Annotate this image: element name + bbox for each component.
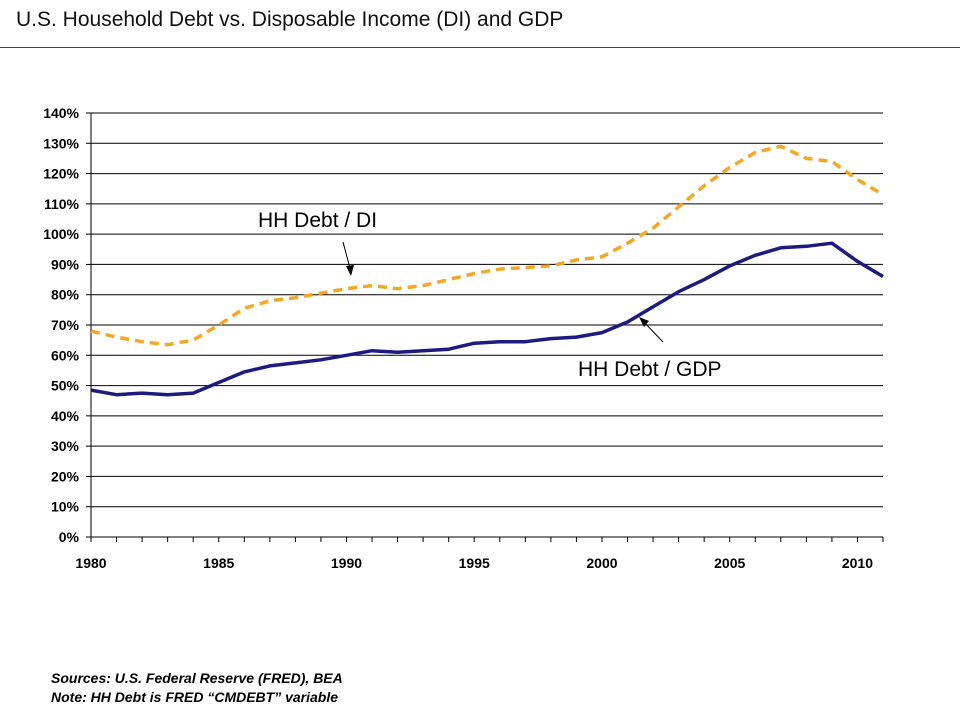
y-tick-label: 30% bbox=[51, 438, 80, 454]
footer-notes: Sources: U.S. Federal Reserve (FRED), BE… bbox=[51, 669, 343, 707]
annotation-label-gdp: HH Debt / GDP bbox=[578, 358, 722, 381]
x-tick-label: 1980 bbox=[75, 555, 106, 571]
y-tick-label: 80% bbox=[51, 287, 80, 303]
y-tick-label: 50% bbox=[51, 378, 80, 394]
y-tick-label: 70% bbox=[51, 317, 80, 333]
y-tick-label: 140% bbox=[43, 105, 79, 121]
series-line-debt-to-gdp bbox=[90, 241, 884, 397]
x-tick-label: 2000 bbox=[586, 555, 617, 571]
y-tick-label: 120% bbox=[43, 166, 79, 182]
x-tick-label: 1990 bbox=[331, 555, 362, 571]
y-tick-label: 60% bbox=[51, 347, 80, 363]
chart-title: U.S. Household Debt vs. Disposable Incom… bbox=[16, 8, 564, 31]
variable-note: Note: HH Debt is FRED “CMDEBT” variable bbox=[51, 689, 339, 705]
y-tick-label: 10% bbox=[51, 499, 80, 515]
y-tick-label: 90% bbox=[51, 256, 80, 272]
annotation-label-di: HH Debt / DI bbox=[258, 209, 377, 232]
title-divider bbox=[0, 47, 960, 48]
x-tick-label: 2005 bbox=[714, 555, 745, 571]
y-tick-label: 20% bbox=[51, 468, 80, 484]
annotation-arrowhead-di bbox=[346, 265, 354, 276]
x-tick-label: 2010 bbox=[842, 555, 873, 571]
y-tick-label: 40% bbox=[51, 408, 80, 424]
y-tick-label: 110% bbox=[44, 196, 80, 212]
y-tick-label: 100% bbox=[43, 226, 79, 242]
series-line-debt-to-di bbox=[90, 144, 884, 347]
y-tick-label: 130% bbox=[43, 135, 79, 151]
x-tick-label: 1995 bbox=[459, 555, 490, 571]
y-tick-label: 0% bbox=[59, 529, 80, 545]
x-tick-label: 1985 bbox=[203, 555, 234, 571]
sources-note: Sources: U.S. Federal Reserve (FRED), BE… bbox=[51, 670, 343, 686]
annotation-arrowhead-gdp bbox=[639, 317, 649, 327]
